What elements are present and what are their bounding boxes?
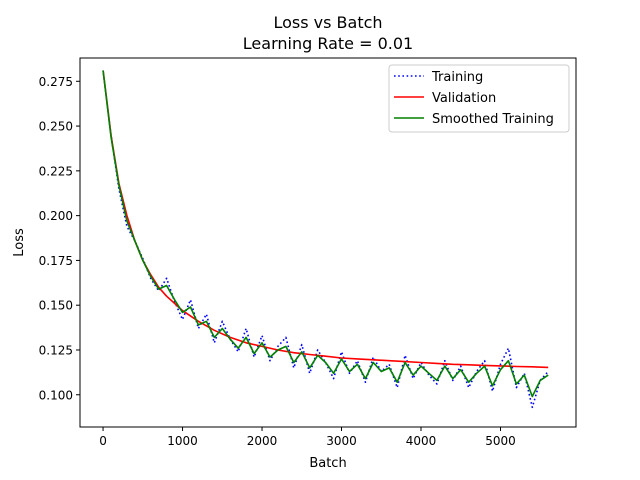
y-tick-label: 0.275 <box>39 75 73 89</box>
chart-subtitle: Learning Rate = 0.01 <box>243 34 413 53</box>
x-axis-label: Batch <box>309 456 346 471</box>
series-line-smoothed-training <box>102 70 549 398</box>
y-tick-label: 0.225 <box>39 164 73 178</box>
y-axis-label: Loss <box>12 228 27 257</box>
legend-box <box>388 64 570 133</box>
x-tick-label: 1000 <box>167 434 198 448</box>
y-tick-label: 0.250 <box>39 120 73 134</box>
legend: Training Validation Smoothed Training <box>388 64 570 133</box>
plot-frame <box>79 57 577 428</box>
x-tick-label: 3000 <box>326 434 357 448</box>
legend-label-validation: Validation <box>432 91 496 106</box>
y-axis: 0.100 0.125 0.150 0.175 0.200 0.225 0.250 0.275 <box>39 75 80 402</box>
y-tick-label: 0.150 <box>39 299 73 313</box>
series-layer <box>102 70 549 409</box>
y-tick-label: 0.175 <box>39 254 73 268</box>
y-tick-label: 0.100 <box>39 388 73 402</box>
legend-label-smoothed-training: Smoothed Training <box>432 112 554 127</box>
y-tick-label: 0.200 <box>39 209 73 223</box>
x-tick-label: 4000 <box>406 434 437 448</box>
chart-title: Loss vs Batch <box>273 13 382 32</box>
x-tick-label: 5000 <box>485 434 516 448</box>
x-tick-label: 0 <box>99 434 107 448</box>
x-axis: 0 1000 2000 3000 4000 5000 <box>99 427 516 448</box>
y-tick-label: 0.125 <box>39 343 73 357</box>
x-tick-label: 2000 <box>247 434 278 448</box>
legend-label-training: Training <box>431 70 483 85</box>
